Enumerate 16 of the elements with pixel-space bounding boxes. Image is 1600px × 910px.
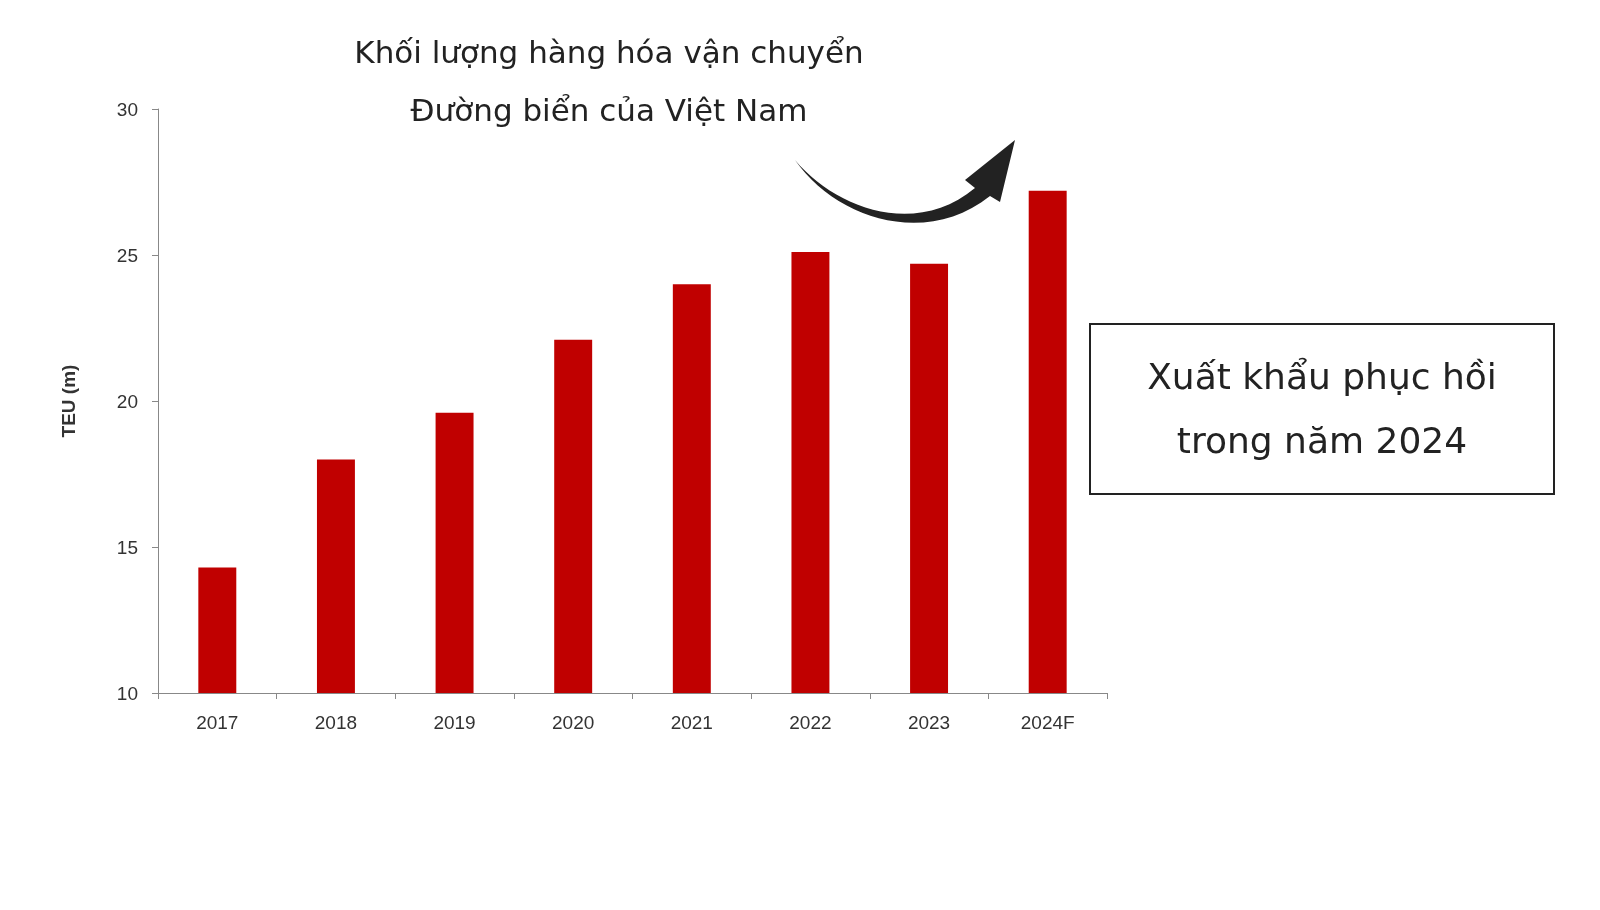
x-tick-label: 2018 [314, 712, 358, 733]
x-tick-label: 2023 [907, 712, 951, 733]
note-box: Xuất khẩu phục hồi trong năm 2024 [1089, 323, 1555, 495]
y-tick-label: 25 [116, 244, 138, 266]
x-tick-label: 2020 [552, 712, 595, 733]
x-tick-label: 2022 [789, 712, 832, 733]
chart-title: Khối lượng hàng hóa vận chuyển Đường biển của Việt Nam [354, 34, 864, 128]
x-tick-label: 2017 [196, 712, 239, 733]
x-tick-label: 2024F [1020, 712, 1075, 733]
y-tick-label: 20 [116, 390, 138, 412]
x-tick-label: 2021 [670, 712, 713, 733]
y-tick-label: 15 [116, 536, 138, 558]
y-tick-label: 30 [116, 98, 138, 120]
x-tick-label: 2019 [433, 712, 476, 733]
y-axis-title: TEU (m) [58, 364, 79, 438]
y-tick-label: 10 [116, 682, 138, 704]
